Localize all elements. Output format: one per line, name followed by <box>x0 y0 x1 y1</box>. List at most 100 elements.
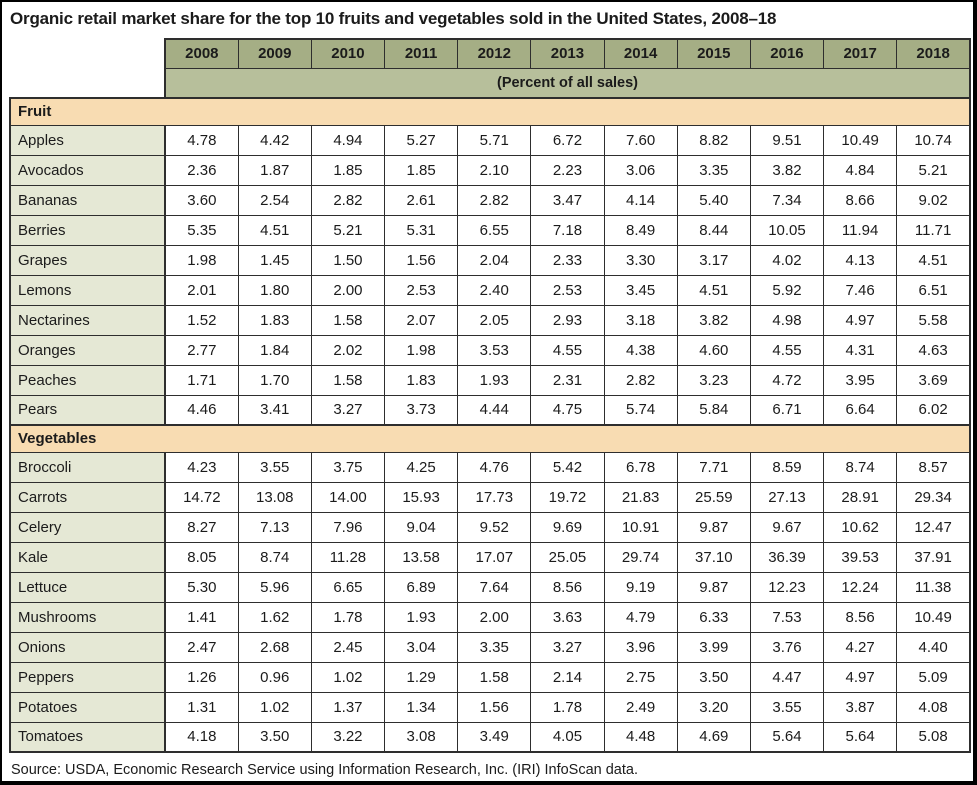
value-cell: 3.04 <box>384 631 459 663</box>
row-label: Oranges <box>9 334 166 366</box>
value-cell: 6.02 <box>896 394 972 426</box>
table-row: Bananas 3.60 2.54 2.82 2.61 2.82 3.47 4.14 5.40 7… <box>9 184 972 216</box>
value-cell: 8.66 <box>823 184 898 216</box>
value-cell: 4.51 <box>237 214 312 246</box>
corner-spacer <box>10 68 165 98</box>
value-cell: 3.45 <box>603 274 678 306</box>
value-cell: 8.59 <box>749 451 825 483</box>
value-cell: 5.31 <box>384 214 459 246</box>
value-cell: 3.35 <box>457 631 532 663</box>
value-cell: 2.93 <box>530 304 605 336</box>
value-cell: 2.45 <box>310 631 386 663</box>
value-cell: 15.93 <box>384 481 459 513</box>
value-cell: 6.89 <box>384 571 459 603</box>
value-cell: 5.40 <box>676 184 751 216</box>
value-cell: 13.58 <box>384 541 459 573</box>
value-cell: 8.57 <box>896 451 972 483</box>
value-cell: 5.64 <box>749 721 825 753</box>
table-row: Onions 2.47 2.68 2.45 3.04 3.35 3.27 3.96 3.99 3.… <box>9 631 972 663</box>
section-header: Vegetables <box>9 424 971 453</box>
value-cell: 37.10 <box>676 541 751 573</box>
value-cell: 2.82 <box>310 184 386 216</box>
table-row: Grapes 1.98 1.45 1.50 1.56 2.04 2.33 3.30 3.17 4.… <box>9 244 972 276</box>
table-row: Lettuce 5.30 5.96 6.65 6.89 7.64 8.56 9.19 9.87 1… <box>9 571 972 603</box>
value-cell: 6.78 <box>603 451 678 483</box>
value-cell: 3.95 <box>823 364 898 396</box>
value-cell: 2.61 <box>384 184 459 216</box>
value-cell: 0.96 <box>237 661 312 693</box>
value-cell: 9.69 <box>530 511 605 543</box>
value-cell: 2.23 <box>530 154 605 186</box>
value-cell: 3.27 <box>310 394 386 426</box>
value-cell: 36.39 <box>749 541 825 573</box>
value-cell: 11.38 <box>896 571 972 603</box>
value-cell: 8.74 <box>237 541 312 573</box>
value-cell: 5.21 <box>896 154 972 186</box>
value-cell: 4.31 <box>823 334 898 366</box>
value-cell: 2.53 <box>530 274 605 306</box>
value-cell: 3.17 <box>676 244 751 276</box>
value-cell: 8.56 <box>530 571 605 603</box>
value-cell: 5.74 <box>603 394 678 426</box>
value-cell: 3.30 <box>603 244 678 276</box>
value-cell: 3.60 <box>164 184 239 216</box>
value-cell: 7.96 <box>310 511 386 543</box>
value-cell: 2.36 <box>164 154 239 186</box>
table-row: Nectarines 1.52 1.83 1.58 2.07 2.05 2.93 3.18 3.… <box>9 304 972 336</box>
value-cell: 3.87 <box>823 691 898 723</box>
table-row: Celery 8.27 7.13 7.96 9.04 9.52 9.69 10.91 9.87 9… <box>9 511 972 543</box>
value-cell: 5.71 <box>457 124 532 156</box>
value-cell: 17.73 <box>457 481 532 513</box>
value-cell: 4.25 <box>384 451 459 483</box>
value-cell: 1.56 <box>457 691 532 723</box>
value-cell: 1.02 <box>237 691 312 723</box>
value-cell: 4.13 <box>823 244 898 276</box>
year-header-cell: 2010 <box>310 38 386 69</box>
value-cell: 3.08 <box>384 721 459 753</box>
table-row: Peppers 1.26 0.96 1.02 1.29 1.58 2.14 2.75 3.50 4… <box>9 661 972 693</box>
value-cell: 5.42 <box>530 451 605 483</box>
value-cell: 2.00 <box>457 601 532 633</box>
row-label: Grapes <box>9 244 166 276</box>
value-cell: 11.71 <box>896 214 972 246</box>
value-cell: 9.04 <box>384 511 459 543</box>
value-cell: 2.53 <box>384 274 459 306</box>
value-cell: 5.27 <box>384 124 459 156</box>
value-cell: 3.22 <box>310 721 386 753</box>
value-cell: 4.63 <box>896 334 972 366</box>
table-row: Oranges 2.77 1.84 2.02 1.98 3.53 4.55 4.38 4.60 4… <box>9 334 972 366</box>
value-cell: 7.34 <box>749 184 825 216</box>
value-cell: 5.08 <box>896 721 972 753</box>
value-cell: 1.83 <box>384 364 459 396</box>
year-header-cell: 2017 <box>823 38 898 69</box>
value-cell: 1.02 <box>310 661 386 693</box>
value-cell: 3.76 <box>749 631 825 663</box>
value-cell: 5.84 <box>676 394 751 426</box>
value-cell: 5.58 <box>896 304 972 336</box>
value-cell: 1.78 <box>530 691 605 723</box>
section-row: Fruit <box>9 97 971 126</box>
value-cell: 1.52 <box>164 304 239 336</box>
value-cell: 37.91 <box>896 541 972 573</box>
table-row: Pears 4.46 3.41 3.27 3.73 4.44 4.75 5.74 5.84 6.7… <box>9 394 972 426</box>
value-cell: 14.00 <box>310 481 386 513</box>
value-cell: 2.82 <box>457 184 532 216</box>
value-cell: 4.60 <box>676 334 751 366</box>
value-cell: 4.48 <box>603 721 678 753</box>
row-label: Nectarines <box>9 304 166 336</box>
value-cell: 5.92 <box>749 274 825 306</box>
value-cell: 4.98 <box>749 304 825 336</box>
value-cell: 4.38 <box>603 334 678 366</box>
value-cell: 1.71 <box>164 364 239 396</box>
value-cell: 1.56 <box>384 244 459 276</box>
value-cell: 1.45 <box>237 244 312 276</box>
value-cell: 1.78 <box>310 601 386 633</box>
value-cell: 7.18 <box>530 214 605 246</box>
value-cell: 6.72 <box>530 124 605 156</box>
row-label: Onions <box>9 631 166 663</box>
year-header-cell: 2008 <box>163 38 239 69</box>
units-header: (Percent of all sales) <box>164 67 971 99</box>
row-label: Bananas <box>9 184 166 216</box>
value-cell: 8.27 <box>164 511 239 543</box>
value-cell: 9.87 <box>676 511 751 543</box>
